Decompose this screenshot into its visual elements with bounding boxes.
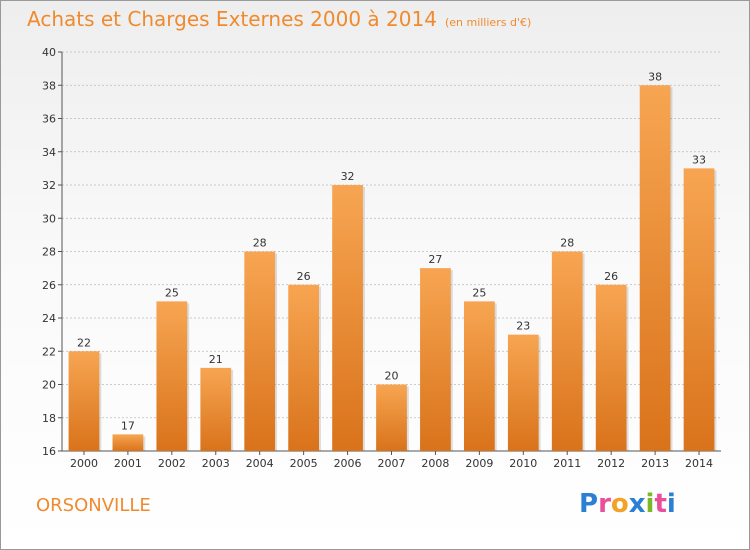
bar-value-label: 23 — [516, 320, 530, 333]
chart-title-text: Achats et Charges Externes 2000 à 2014 — [27, 7, 437, 31]
bar — [244, 251, 276, 451]
bar-value-label: 17 — [121, 419, 135, 432]
bar — [200, 367, 232, 451]
bar — [683, 168, 715, 451]
x-tick-label: 2014 — [685, 457, 713, 470]
y-tick-label: 26 — [42, 279, 56, 292]
logo-letter: i — [666, 489, 676, 519]
bar-value-label: 28 — [253, 237, 267, 250]
bar-value-label: 38 — [648, 70, 662, 83]
y-tick-label: 40 — [42, 46, 56, 59]
proxiti-logo[interactable]: Proxiti — [579, 489, 676, 519]
labels: 16 18 20 22 24 26 28 30 32 34 36 38 40 22 2000 17 2001 25… — [42, 46, 713, 470]
bar — [507, 334, 539, 451]
y-tick-label: 34 — [42, 146, 56, 159]
logo-letter: i — [645, 489, 655, 519]
y-tick-label: 28 — [42, 246, 56, 259]
bar-value-label: 21 — [209, 353, 223, 366]
x-tick-label: 2005 — [290, 457, 318, 470]
city-name: ORSONVILLE — [36, 495, 151, 516]
y-tick-label: 36 — [42, 113, 56, 126]
logo-letter: t — [654, 489, 667, 519]
y-tick-label: 20 — [42, 379, 56, 392]
y-tick-label: 22 — [42, 345, 56, 358]
bar — [595, 284, 627, 451]
x-tick-label: 2006 — [334, 457, 362, 470]
logo-letter: o — [610, 489, 629, 519]
bar — [376, 384, 407, 451]
bar — [112, 434, 144, 451]
x-tick-label: 2009 — [465, 457, 493, 470]
y-tick-label: 32 — [42, 179, 56, 192]
x-tick-label: 2000 — [70, 457, 98, 470]
bar — [463, 301, 495, 451]
bar-value-label: 33 — [692, 153, 706, 166]
bar-value-label: 28 — [560, 237, 574, 250]
x-tick-label: 2008 — [421, 457, 449, 470]
bar — [551, 251, 583, 451]
x-tick-label: 2004 — [246, 457, 274, 470]
bar — [420, 268, 451, 451]
x-tick-label: 2007 — [378, 457, 406, 470]
bar-value-label: 27 — [428, 253, 442, 266]
bar — [288, 284, 320, 451]
bar — [68, 351, 100, 451]
y-tick-label: 24 — [42, 312, 56, 325]
y-tick-label: 38 — [42, 79, 56, 92]
logo-letter: x — [628, 489, 646, 519]
bar-value-label: 25 — [472, 286, 486, 299]
bar-value-label: 20 — [385, 370, 399, 383]
x-tick-label: 2002 — [158, 457, 186, 470]
x-tick-label: 2013 — [641, 457, 669, 470]
x-tick-label: 2011 — [553, 457, 581, 470]
bar — [639, 85, 671, 451]
chart-title: Achats et Charges Externes 2000 à 2014 (e… — [27, 7, 531, 31]
bar-value-label: 22 — [77, 336, 91, 349]
logo-letter: P — [579, 489, 599, 519]
y-tick-label: 30 — [42, 212, 56, 225]
bar — [156, 301, 188, 451]
x-tick-label: 2001 — [114, 457, 142, 470]
x-tick-label: 2012 — [597, 457, 625, 470]
chart-subtitle: (en milliers d'€) — [444, 16, 532, 29]
y-tick-label: 18 — [42, 412, 56, 425]
x-tick-label: 2010 — [509, 457, 537, 470]
bar-value-label: 26 — [604, 270, 618, 283]
x-tick-label: 2003 — [202, 457, 230, 470]
logo-letter: r — [598, 489, 611, 519]
bar-value-label: 26 — [297, 270, 311, 283]
y-tick-label: 16 — [42, 445, 56, 458]
bar — [332, 185, 363, 451]
bar-value-label: 25 — [165, 286, 179, 299]
bar-value-label: 32 — [341, 170, 355, 183]
bars — [68, 85, 717, 451]
